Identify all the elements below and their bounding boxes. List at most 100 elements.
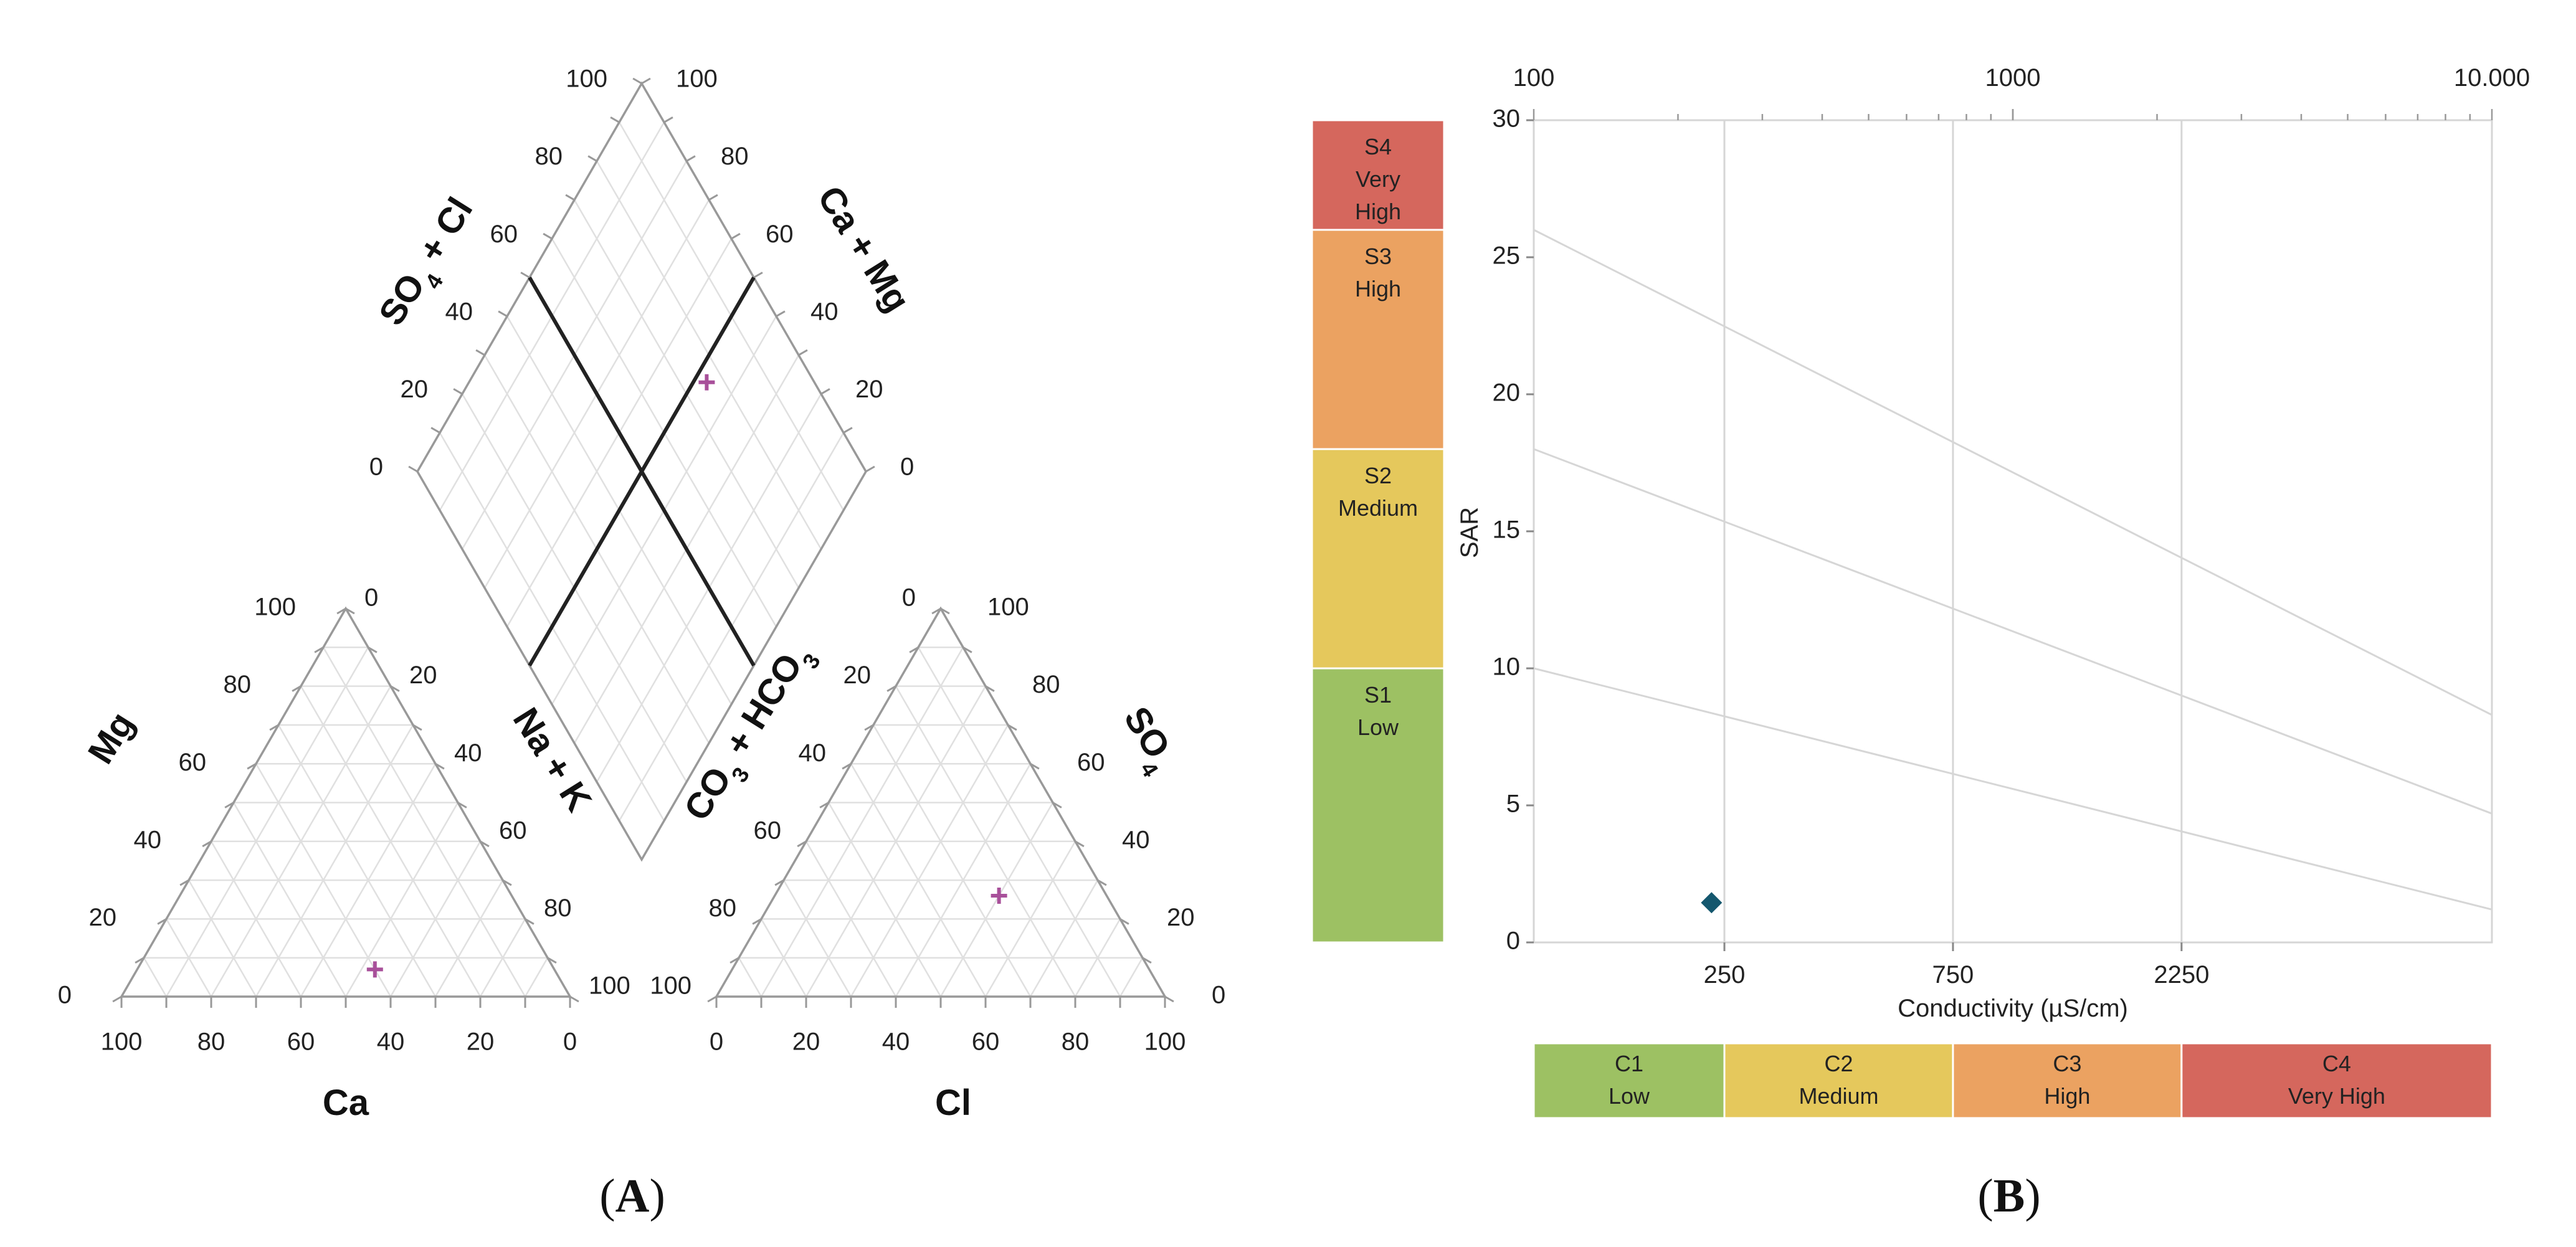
tick-mark: [753, 272, 763, 278]
tick-mark: [587, 155, 597, 162]
tick-mark: [547, 957, 557, 964]
tick-label: 20: [855, 376, 883, 403]
x-tick-label: 250: [1704, 961, 1746, 989]
tick-mark: [498, 310, 508, 318]
tick-mark: [1164, 995, 1174, 1003]
tick-mark: [663, 116, 673, 123]
grid-line: [210, 685, 392, 997]
tick-mark: [112, 995, 122, 1003]
sodium-class-label: S1 Low: [1357, 682, 1399, 740]
tick-mark: [985, 685, 995, 692]
grid-line: [872, 724, 1032, 997]
tick-label: 20: [844, 661, 872, 689]
tick-label: 60: [1077, 749, 1105, 776]
tick-label: 40: [810, 298, 839, 325]
tick-mark: [1119, 918, 1129, 925]
tick-mark: [453, 388, 463, 395]
grid-line: [738, 957, 763, 997]
tick-mark: [569, 995, 579, 1003]
y-tick-label: 15: [1493, 516, 1521, 544]
tick-label: 80: [1032, 671, 1060, 698]
tick-label: 60: [499, 817, 527, 844]
tick-mark: [797, 840, 807, 848]
top-tick-label: 10.000: [2454, 64, 2530, 92]
nak-axis-title: Na + K: [505, 701, 600, 818]
tick-mark: [435, 762, 445, 770]
tick-label: 60: [287, 1028, 315, 1056]
tick-mark: [368, 646, 378, 653]
tick-label: 100: [254, 594, 296, 621]
grid-line: [277, 724, 437, 997]
tick-label: 20: [467, 1028, 495, 1056]
panel-b-caption: (B): [1977, 1170, 2040, 1222]
salinity-class-label: C3 High: [2044, 1051, 2090, 1109]
tick-mark: [565, 194, 575, 201]
mg-axis-title: Mg: [80, 705, 143, 770]
tick-mark: [820, 388, 830, 395]
tick-mark: [610, 116, 620, 123]
grid-line: [1029, 880, 1099, 997]
tick-label: 0: [710, 1028, 723, 1056]
grid-line: [805, 685, 987, 997]
tick-label: 60: [972, 1028, 1000, 1056]
tick-label: 60: [179, 749, 207, 776]
sample-marker: [698, 374, 715, 391]
tick-label: 80: [709, 894, 737, 922]
salinity-class-label: C2 Medium: [1799, 1051, 1878, 1109]
sodium-class-band: [1311, 119, 1445, 231]
x-tick-label: 750: [1932, 961, 1974, 989]
y-tick-label: 10: [1493, 653, 1521, 681]
tick-mark: [843, 427, 853, 434]
grid-line: [1119, 957, 1144, 997]
tick-mark: [641, 77, 651, 85]
grid-line: [188, 880, 257, 997]
grid-line: [322, 647, 526, 997]
tick-mark: [1030, 762, 1040, 770]
sample-point: [1701, 892, 1723, 914]
tick-mark: [1075, 840, 1085, 848]
tick-mark: [314, 646, 324, 653]
tick-mark: [909, 646, 919, 653]
tick-label: 100: [1144, 1028, 1186, 1056]
tick-label: 100: [987, 594, 1029, 621]
tick-mark: [179, 879, 189, 886]
tick-label: 100: [676, 65, 718, 93]
y-axis-title: SAR: [1456, 507, 1483, 558]
tick-mark: [776, 310, 786, 318]
tick-mark: [931, 607, 941, 615]
grid-line: [300, 685, 482, 997]
tick-mark: [430, 427, 440, 434]
x-tick-label: 2250: [2154, 961, 2209, 989]
tick-label: 60: [754, 817, 782, 844]
salinity-class-label: C1 Low: [1609, 1051, 1650, 1109]
tick-label: 20: [1167, 904, 1195, 931]
top-tick-label: 1000: [1985, 64, 2041, 92]
salinity-class-band: [1723, 1042, 1954, 1119]
tick-mark: [1142, 957, 1152, 964]
tick-mark: [520, 272, 530, 278]
tick-mark: [390, 685, 400, 692]
tick-mark: [1097, 879, 1107, 886]
tick-mark: [412, 724, 422, 731]
tick-mark: [798, 349, 808, 356]
tick-label: 80: [1062, 1028, 1090, 1056]
tick-label: 100: [589, 972, 630, 1000]
grid-line: [232, 802, 347, 997]
tick-label: 40: [882, 1028, 910, 1056]
tick-mark: [707, 995, 717, 1003]
tick-label: 100: [650, 972, 692, 1000]
tick-label: 20: [792, 1028, 820, 1056]
tick-label: 40: [454, 739, 482, 767]
panel-a-caption: (A): [599, 1170, 665, 1222]
grid-line: [939, 802, 1054, 997]
tick-label: 80: [197, 1028, 226, 1056]
y-tick-label: 0: [1506, 927, 1520, 955]
tick-mark: [247, 762, 257, 770]
tick-label: 60: [490, 220, 518, 248]
tick-mark: [475, 349, 485, 356]
tick-mark: [865, 465, 875, 473]
tick-mark: [269, 724, 279, 731]
salinity-class-band: [1533, 1042, 1726, 1119]
salinity-class-band: [2180, 1042, 2493, 1119]
